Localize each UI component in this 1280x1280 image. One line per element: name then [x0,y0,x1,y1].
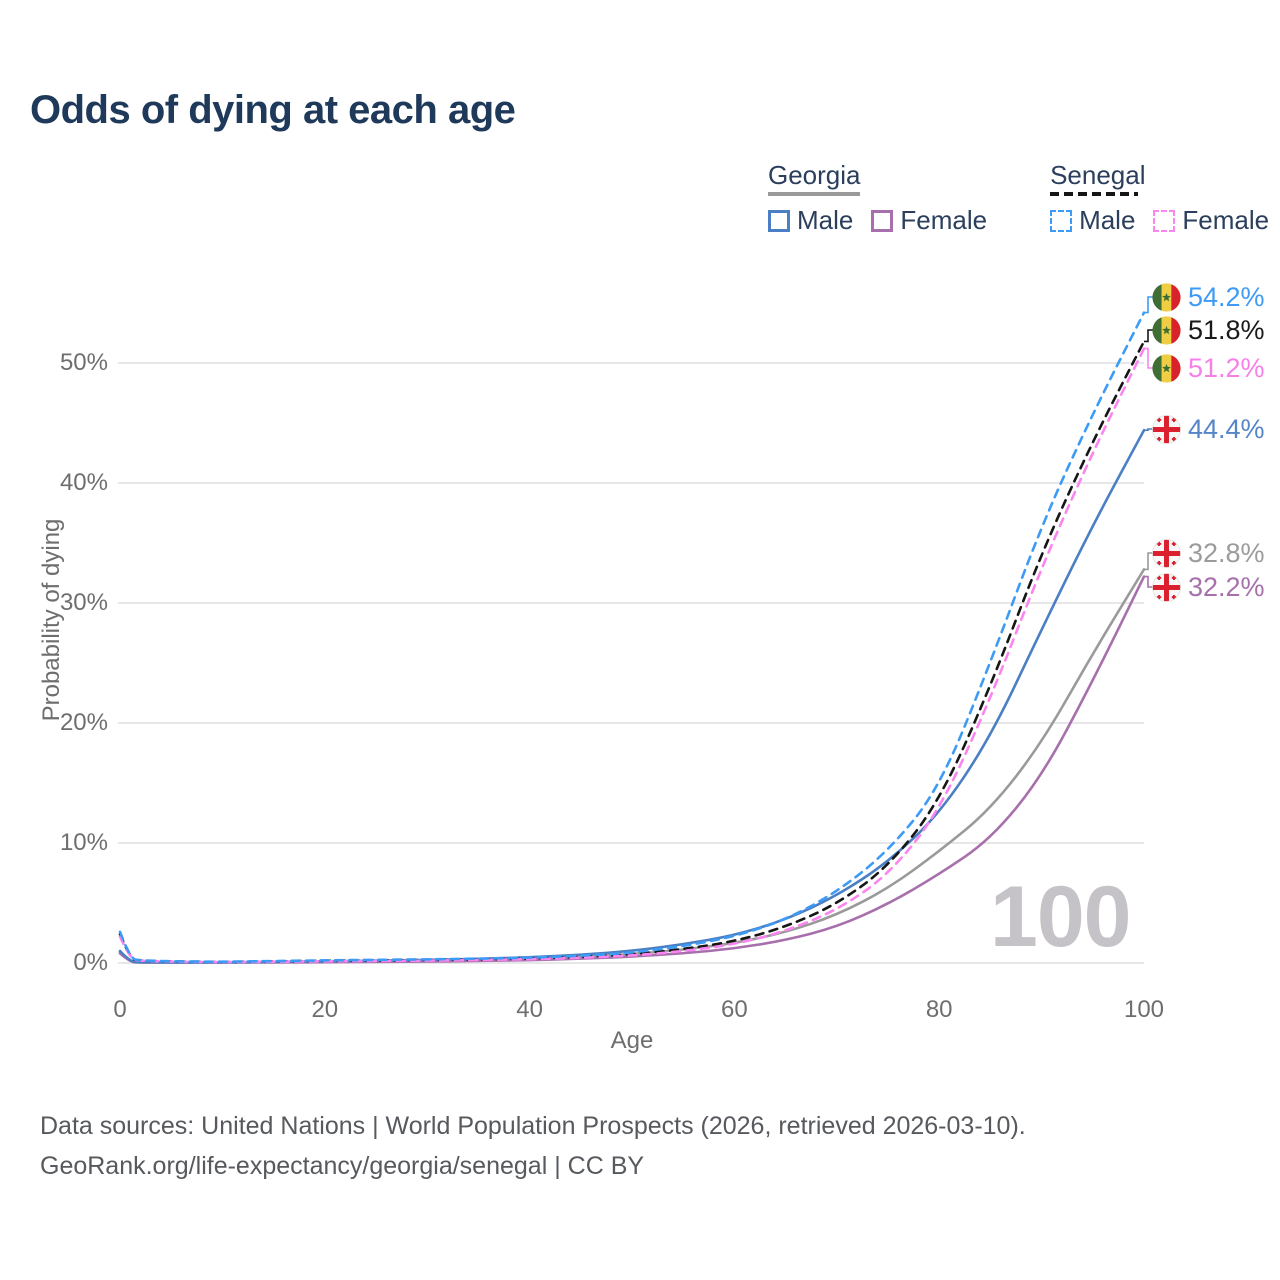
legend-label-georgia-female: Female [900,205,988,235]
senegal-male-swatch-icon [1050,209,1073,232]
y-tick-label: 50% [59,349,108,376]
georgia-flag-icon [1152,573,1181,602]
y-tick-label: 10% [59,829,108,856]
end-label-value: 44.4% [1188,413,1265,444]
legend-group-georgia: Georgia Male Female [768,160,987,236]
senegal-flag-icon [1152,283,1181,312]
georgia-flag-icon [1152,415,1181,444]
x-tick-label: 80 [925,996,953,1023]
georgia-male-swatch-icon [768,209,790,232]
footer: Data sources: United Nations | World Pop… [40,1106,1026,1186]
x-tick-label: 40 [516,996,543,1023]
georgia_female-leader-line [1144,575,1154,588]
senegal_female-leader-line [1144,347,1154,369]
senegal_female-curve [118,347,1146,964]
end-label-value: 54.2% [1188,281,1265,312]
georgia-flag-icon [1152,539,1181,568]
legend-item-senegal-male[interactable]: Male [1050,205,1135,236]
senegal_both-curve [118,340,1146,964]
y-tick-label: 30% [59,589,108,616]
watermark-age-counter: 100 [990,869,1131,965]
senegal_male-curve [118,311,1146,963]
page-title: Odds of dying at each age [30,88,516,132]
senegal-female-swatch-icon [1153,209,1176,232]
legend-group-senegal: Senegal Male Female [1050,160,1269,236]
georgia-female-swatch-icon [871,209,894,232]
legend-georgia-title: Georgia [768,160,861,190]
x-axis-title: Age [610,1027,654,1054]
senegal_male-leader-line [1144,296,1154,314]
georgia_female-curve [118,575,1146,964]
end-label-value: 51.8% [1188,314,1265,345]
georgia_female-end-label: 32.2% [1152,572,1265,602]
end-label-value: 32.2% [1188,571,1265,602]
footer-data-sources: Data sources: United Nations | World Pop… [40,1112,1026,1140]
georgia_male-end-label: 44.4% [1152,414,1265,444]
y-axis-title: Probability of dying [38,518,65,722]
x-tick-label: 20 [311,996,339,1023]
senegal_both-leader-line [1144,329,1154,343]
georgia_both-curve [118,568,1146,964]
footer-attribution: GeoRank.org/life-expectancy/georgia/sene… [40,1152,645,1180]
legend-senegal-title: Senegal [1050,160,1146,190]
legend: Georgia Male Female Senegal [768,160,1269,236]
georgia-solid-line-swatch [768,192,860,196]
x-tick-label: 60 [721,996,748,1023]
senegal_female-end-label: 51.2% [1152,353,1265,383]
legend-item-georgia-female[interactable]: Female [871,205,987,236]
x-tick-label: 0 [113,996,127,1023]
senegal-flag-icon [1152,316,1181,345]
senegal_both-end-label: 51.8% [1152,315,1265,345]
end-label-value: 51.2% [1188,352,1265,383]
legend-label-senegal-male: Male [1079,205,1136,235]
y-tick-label: 40% [59,469,108,496]
georgia_both-leader-line [1144,552,1154,571]
y-tick-label: 0% [73,949,108,976]
senegal_male-end-label: 54.2% [1152,282,1265,312]
senegal-dashed-line-swatch [1050,192,1139,196]
georgia_both-end-label: 32.8% [1152,538,1265,568]
end-label-value: 32.8% [1188,537,1265,568]
legend-label-senegal-female: Female [1182,205,1270,235]
legend-item-georgia-male[interactable]: Male [768,205,853,236]
legend-label-georgia-male: Male [797,205,854,235]
x-tick-label: 100 [1123,996,1165,1023]
y-tick-label: 20% [59,709,108,736]
senegal-flag-icon [1152,354,1181,383]
georgia_male-leader-line [1144,428,1154,431]
legend-item-senegal-female[interactable]: Female [1153,205,1269,236]
